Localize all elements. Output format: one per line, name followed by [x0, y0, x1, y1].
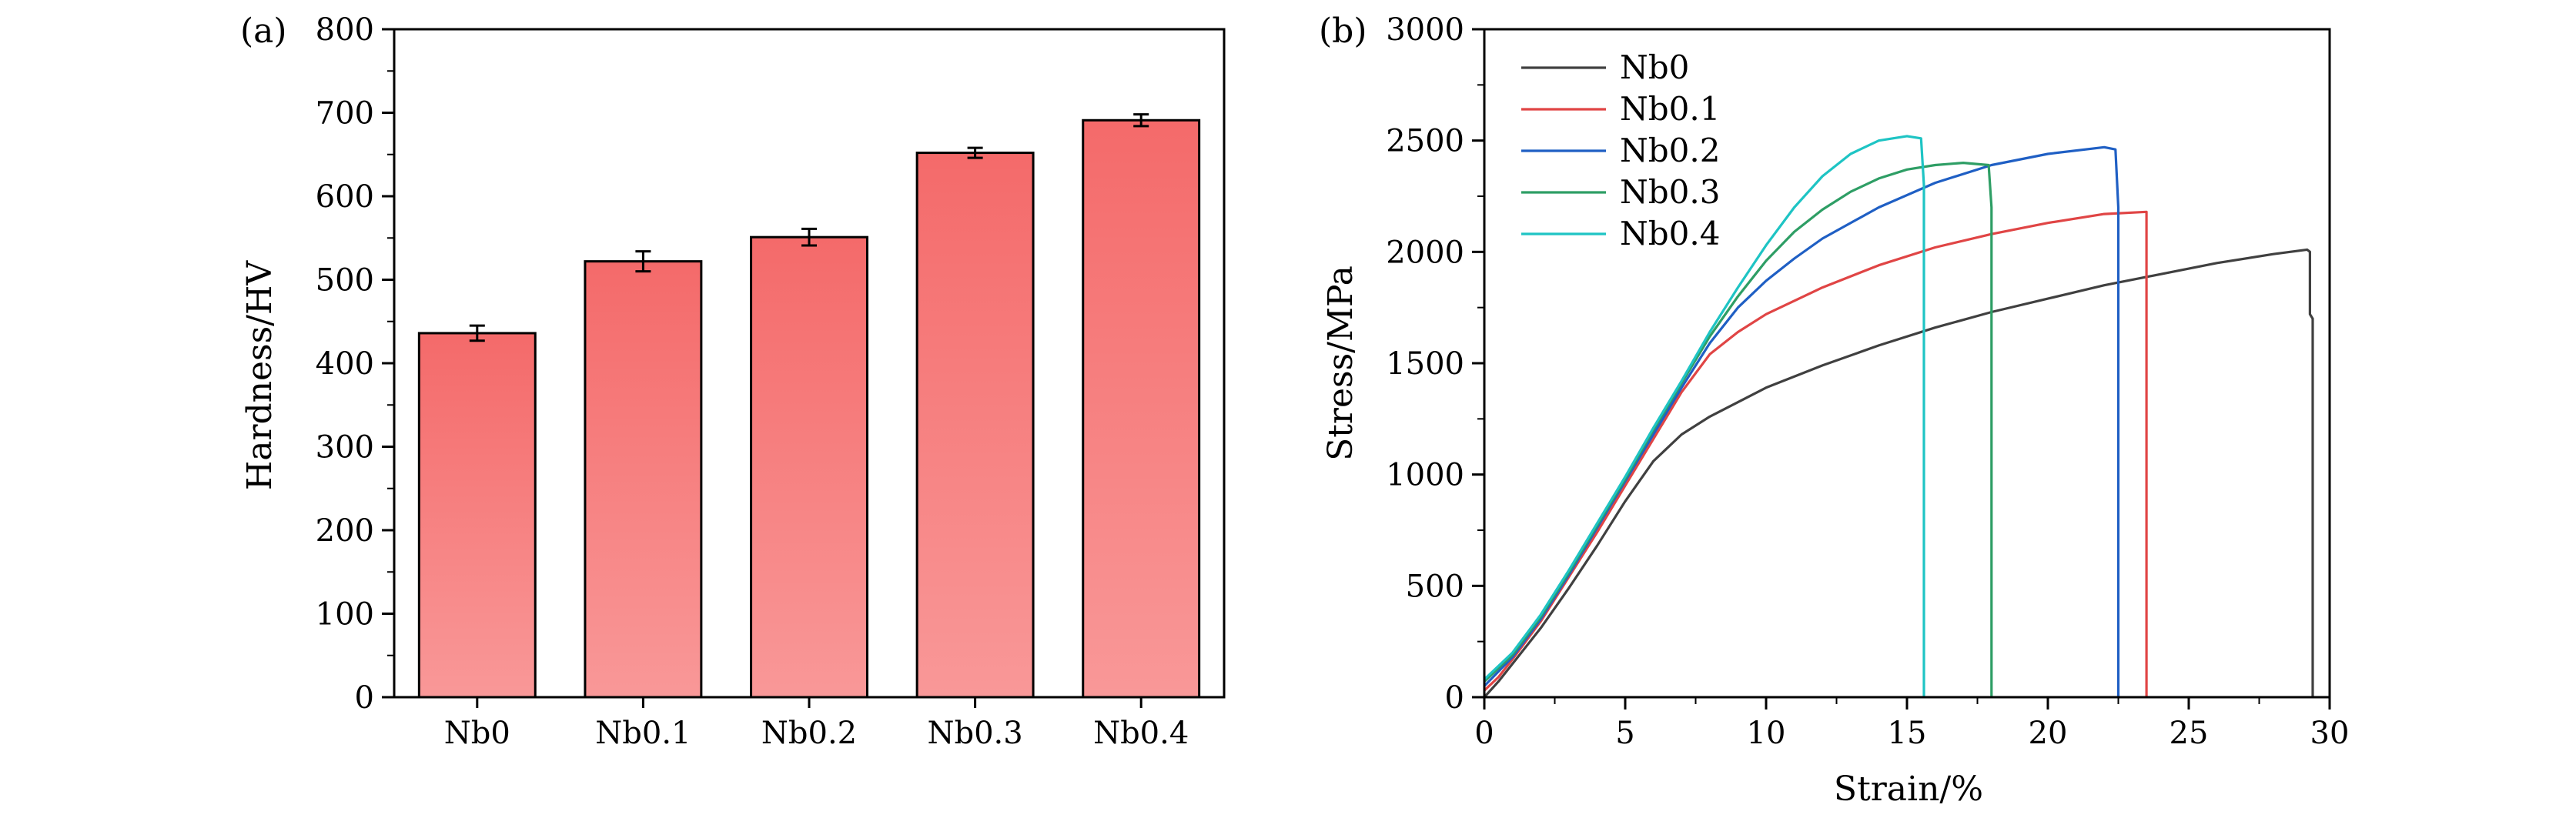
x-tick-label: 30 [2310, 716, 2350, 751]
series-line-nb0-4 [1483, 135, 1925, 697]
y-tick-label: 3000 [1386, 12, 1464, 48]
y-tick-label: 2500 [1386, 124, 1464, 159]
x-tick-label: Nb0 [444, 716, 510, 751]
panel-b-xlabel: Strain/% [1834, 770, 1983, 809]
legend-label: Nb0.4 [1620, 215, 1720, 252]
error-bar [801, 227, 817, 247]
x-tick-label: 5 [1615, 716, 1634, 751]
legend-label: Nb0.3 [1620, 173, 1720, 211]
y-tick-label: 500 [316, 263, 374, 299]
bar-nb0-2 [750, 235, 868, 699]
legend-label: Nb0 [1620, 48, 1689, 86]
bar-nb0-4 [1082, 119, 1201, 699]
y-tick-label: 0 [355, 680, 374, 716]
stress-strain-line-chart: (b) Stress/MPa Strain/% 0 500 1000 1500 2000… [1319, 12, 2349, 809]
y-tick-label: 0 [1445, 680, 1464, 716]
hardness-bar-chart: (a) Hardness/HV 0 100 200 300 400 500 600 700 80… [240, 12, 1226, 751]
y-tick-label: 1500 [1386, 346, 1464, 382]
legend-label: Nb0.2 [1620, 132, 1720, 169]
legend-label: Nb0.1 [1620, 90, 1720, 128]
bar-nb0 [417, 332, 537, 699]
y-tick-label: 100 [316, 597, 374, 633]
x-tick-label: 25 [2170, 716, 2209, 751]
panel-a-label: (a) [240, 12, 287, 51]
y-tick-label: 1000 [1386, 458, 1464, 493]
y-tick-label: 700 [316, 96, 374, 132]
y-tick-label: 2000 [1386, 235, 1464, 270]
x-tick-label: Nb0.2 [761, 716, 857, 751]
series-line-nb0-3 [1483, 162, 1993, 697]
series-line-nb0 [1483, 248, 2314, 699]
x-tick-label: 20 [2029, 716, 2068, 751]
series-line-nb0-2 [1483, 145, 2120, 697]
x-tick-label: 10 [1747, 716, 1786, 751]
error-bar [635, 250, 651, 273]
series-line-nb0-1 [1483, 210, 2148, 697]
error-bar [1133, 113, 1149, 128]
bar-nb0-3 [915, 152, 1035, 699]
y-tick-label: 400 [316, 346, 374, 382]
panel-b-ylabel: Stress/MPa [1321, 265, 1360, 461]
error-bar [469, 324, 485, 342]
y-tick-label: 300 [316, 430, 374, 466]
x-tick-label: Nb0.4 [1093, 716, 1189, 751]
panel-a-ylabel: Hardness/HV [240, 260, 279, 491]
y-tick-label: 500 [1406, 569, 1464, 604]
x-tick-label: 15 [1888, 716, 1927, 751]
y-tick-label: 800 [316, 12, 374, 48]
panel-b-label: (b) [1319, 12, 1367, 51]
x-tick-label: Nb0.1 [595, 716, 691, 751]
panel-b-plot-frame [1483, 28, 2331, 699]
bar-nb0-1 [584, 260, 703, 699]
error-bar [967, 146, 983, 159]
panel-a-plot-frame [393, 28, 1226, 699]
y-tick-label: 200 [316, 513, 374, 549]
legend: Nb0 Nb0.1 Nb0.2 Nb0.3 Nb0.4 [1521, 48, 1720, 252]
x-tick-label: 0 [1474, 716, 1494, 751]
y-tick-label: 600 [316, 179, 374, 215]
x-tick-label: Nb0.3 [927, 716, 1022, 751]
